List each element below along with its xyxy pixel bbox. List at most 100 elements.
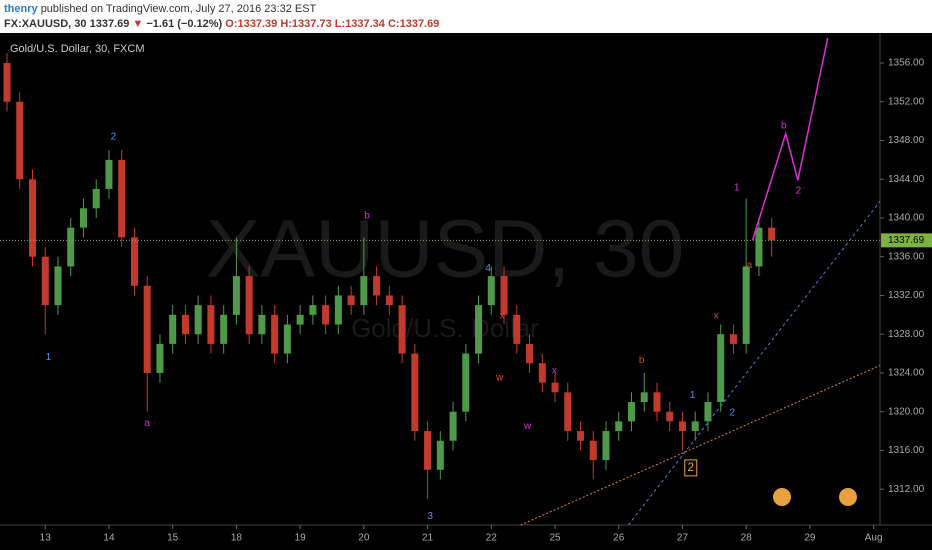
wave-label: x (500, 310, 505, 321)
candle-body (717, 334, 725, 402)
candle-body (513, 314, 521, 344)
y-tick-label: 1352.00 (888, 96, 925, 107)
candle-body (181, 314, 189, 335)
y-tick-label: 1356.00 (888, 58, 925, 69)
candle-body (3, 63, 11, 102)
candle-body (296, 314, 304, 325)
arrow: ▼ (132, 18, 144, 30)
candle-body (449, 411, 457, 441)
candle-body (589, 440, 597, 461)
wave-label: x (552, 366, 557, 377)
candle-body (436, 440, 444, 470)
wave-label: a (747, 260, 753, 271)
plot-area (3, 37, 880, 525)
x-tick-label: 26 (613, 533, 625, 544)
x-tick-label: 14 (103, 533, 115, 544)
candle-body (487, 276, 495, 306)
candle-body (130, 237, 138, 286)
last: 1337.69 (89, 18, 130, 30)
candle-body (500, 276, 508, 315)
event-icon[interactable] (839, 488, 857, 506)
wave-label: a (144, 418, 150, 429)
candle-body (92, 188, 100, 209)
y-tick-label: 1316.00 (888, 445, 925, 456)
candle-body (169, 314, 177, 344)
x-tick-label: 21 (422, 533, 434, 544)
candle-body (678, 421, 686, 432)
y-tick-label: 1332.00 (888, 290, 925, 301)
candle-body (105, 159, 113, 189)
wave-label: 2 (729, 407, 735, 418)
author[interactable]: thenry (4, 3, 38, 15)
candle-body (627, 402, 635, 422)
wave-label: w (495, 372, 504, 383)
candle-body (232, 276, 240, 315)
event-icon[interactable] (773, 488, 791, 506)
candle-body (538, 363, 546, 383)
candle-body (602, 431, 610, 461)
candle-body (411, 353, 419, 432)
candle-body (309, 305, 317, 315)
chart-title: Gold/U.S. Dollar, 30, FXCM (10, 43, 145, 55)
candle-body (334, 295, 342, 325)
candle-body (143, 285, 151, 373)
x-tick-label: 13 (40, 533, 52, 544)
wave-label: b (781, 121, 787, 132)
wave-label: 2 (796, 186, 802, 197)
y-tick-label: 1320.00 (888, 406, 925, 417)
candle-body (28, 179, 37, 257)
y-tick-label: 1312.00 (888, 484, 925, 495)
candle-body (551, 382, 559, 393)
candle-body (16, 101, 24, 180)
wave-label: 1 (734, 183, 740, 194)
x-tick-label: Aug (865, 533, 883, 544)
ohlc-low: L:1337.34 (334, 18, 385, 30)
candle-body (322, 305, 330, 325)
published: published on TradingView.com, July 27, 2… (40, 3, 317, 15)
candle-body (360, 276, 368, 306)
last-price-label: 1337.69 (888, 235, 925, 246)
x-tick-label: 15 (167, 533, 179, 544)
y-tick-label: 1324.00 (888, 368, 925, 379)
candle-body (666, 411, 674, 422)
candle-body (424, 431, 432, 470)
publish-line: thenry published on TradingView.com, Jul… (4, 3, 316, 15)
candle-body (475, 305, 483, 354)
x-tick-label: 27 (677, 533, 689, 544)
x-tick-label: 28 (741, 533, 753, 544)
event-icons (773, 488, 857, 506)
y-tick-label: 1348.00 (888, 135, 925, 146)
candle-body (755, 227, 763, 267)
candle-body (640, 392, 648, 402)
ohlc-high: H:1337.73 (280, 18, 332, 30)
x-tick-label: 29 (804, 533, 816, 544)
candle-body (742, 266, 750, 344)
candle-body (194, 305, 202, 335)
watermark: XAUUSD, 30 (206, 204, 685, 295)
y-tick-label: 1340.00 (888, 213, 925, 224)
candle-body (41, 256, 49, 306)
candle-body (373, 276, 381, 296)
candle-body (564, 392, 572, 432)
candle-body (156, 343, 164, 373)
chart-bg (0, 33, 932, 550)
candle-body (207, 305, 215, 344)
candle-body (271, 314, 279, 354)
candle-body (79, 208, 87, 228)
candle-body (67, 227, 75, 267)
candle-body (704, 402, 712, 422)
candle-body (347, 295, 355, 306)
change: −1.61 (−0.12%) (146, 18, 223, 30)
candle-body (729, 334, 737, 344)
wave-label: 1 (690, 390, 696, 401)
candle-body (768, 227, 776, 241)
drawing-line (627, 200, 880, 525)
annotation-box (684, 459, 698, 477)
y-tick-label: 1336.00 (888, 251, 925, 262)
candle-body (118, 159, 126, 238)
x-tick-label: 25 (549, 533, 561, 544)
last-price-box (881, 233, 932, 248)
candle-body (691, 421, 699, 432)
y-tick-label: 1328.00 (888, 329, 925, 340)
